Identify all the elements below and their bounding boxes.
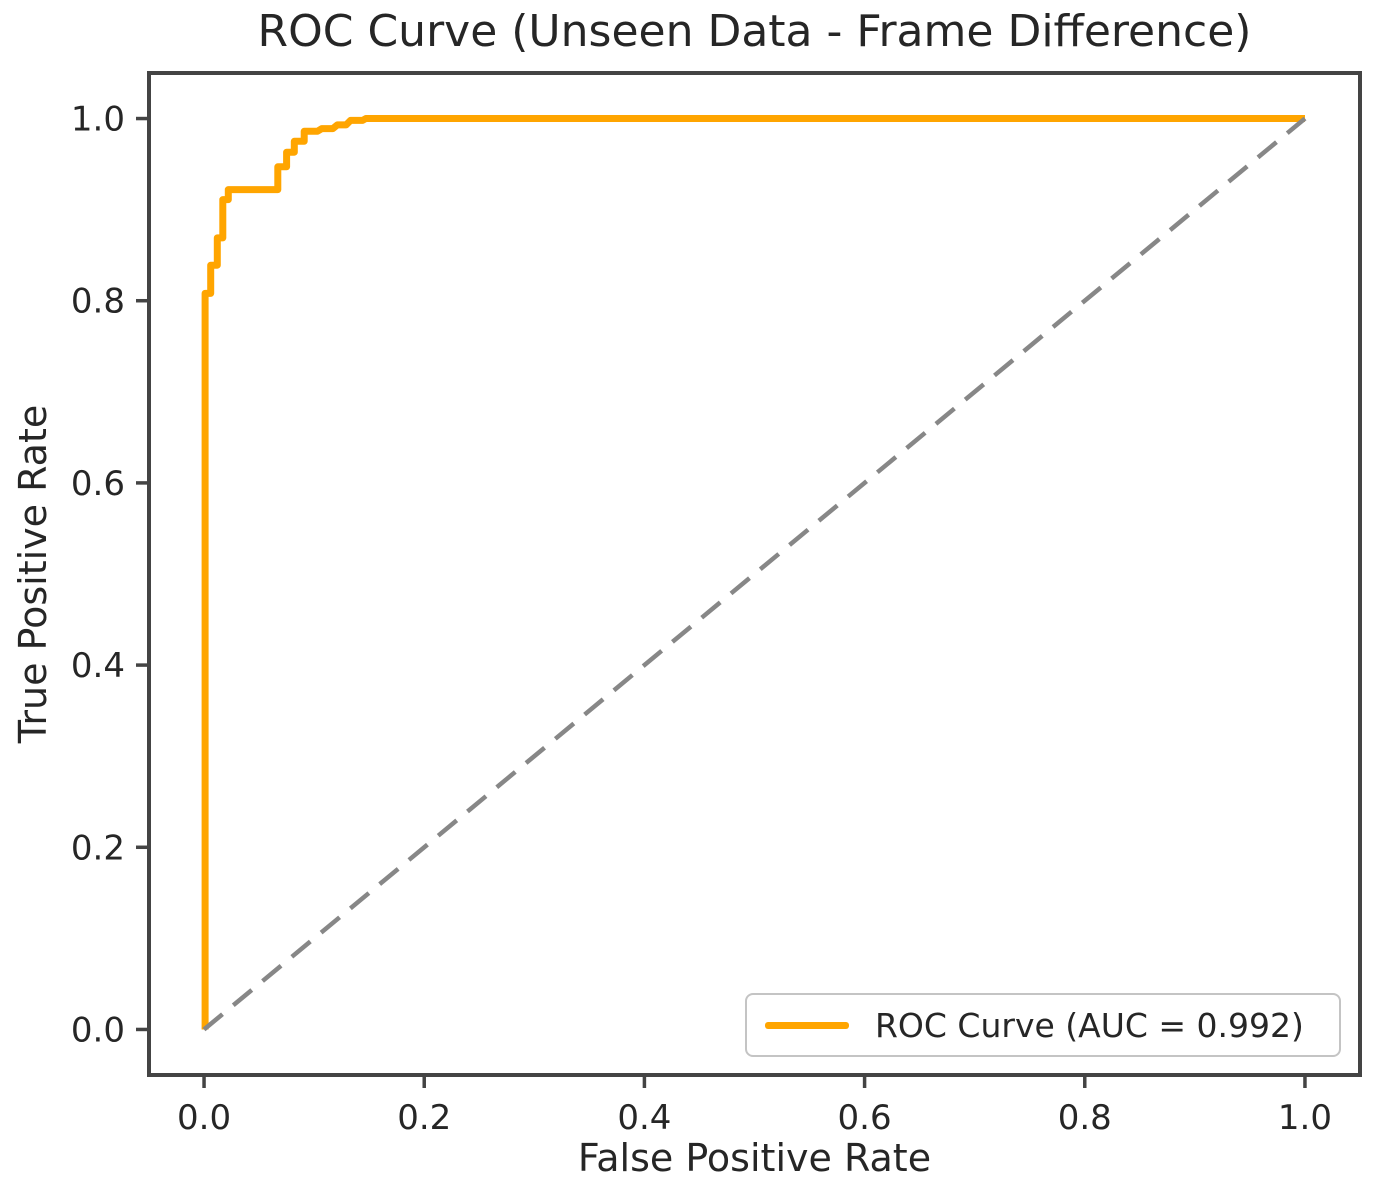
y-tick-label: 1.0 <box>71 100 125 140</box>
x-tick-label: 0.8 <box>1058 1098 1112 1138</box>
y-tick-label: 0.8 <box>71 282 125 322</box>
y-tick-label: 0.6 <box>71 464 125 504</box>
legend: ROC Curve (AUC = 0.992) <box>745 993 1341 1057</box>
y-tick-label: 0.0 <box>71 1010 125 1050</box>
chart-title: ROC Curve (Unseen Data - Frame Differenc… <box>257 6 1252 57</box>
chance-diagonal-line <box>202 116 1307 1032</box>
legend-entry-label: ROC Curve (AUC = 0.992) <box>875 1005 1304 1045</box>
x-tick-label: 0.4 <box>617 1098 671 1138</box>
x-axis-label: False Positive Rate <box>577 1136 932 1180</box>
x-tick-label: 0.6 <box>838 1098 892 1138</box>
axes-frame <box>147 71 1362 1077</box>
y-tick-label: 0.4 <box>71 646 125 686</box>
x-tick-label: 1.0 <box>1278 1098 1332 1138</box>
legend-line-swatch <box>765 1021 849 1029</box>
y-tick-label: 0.2 <box>71 828 125 868</box>
x-tick-label: 0.0 <box>177 1098 231 1138</box>
x-tick-label: 0.2 <box>397 1098 451 1138</box>
y-axis-label: True Positive Rate <box>11 404 55 744</box>
roc-curve-line <box>201 115 1305 1030</box>
